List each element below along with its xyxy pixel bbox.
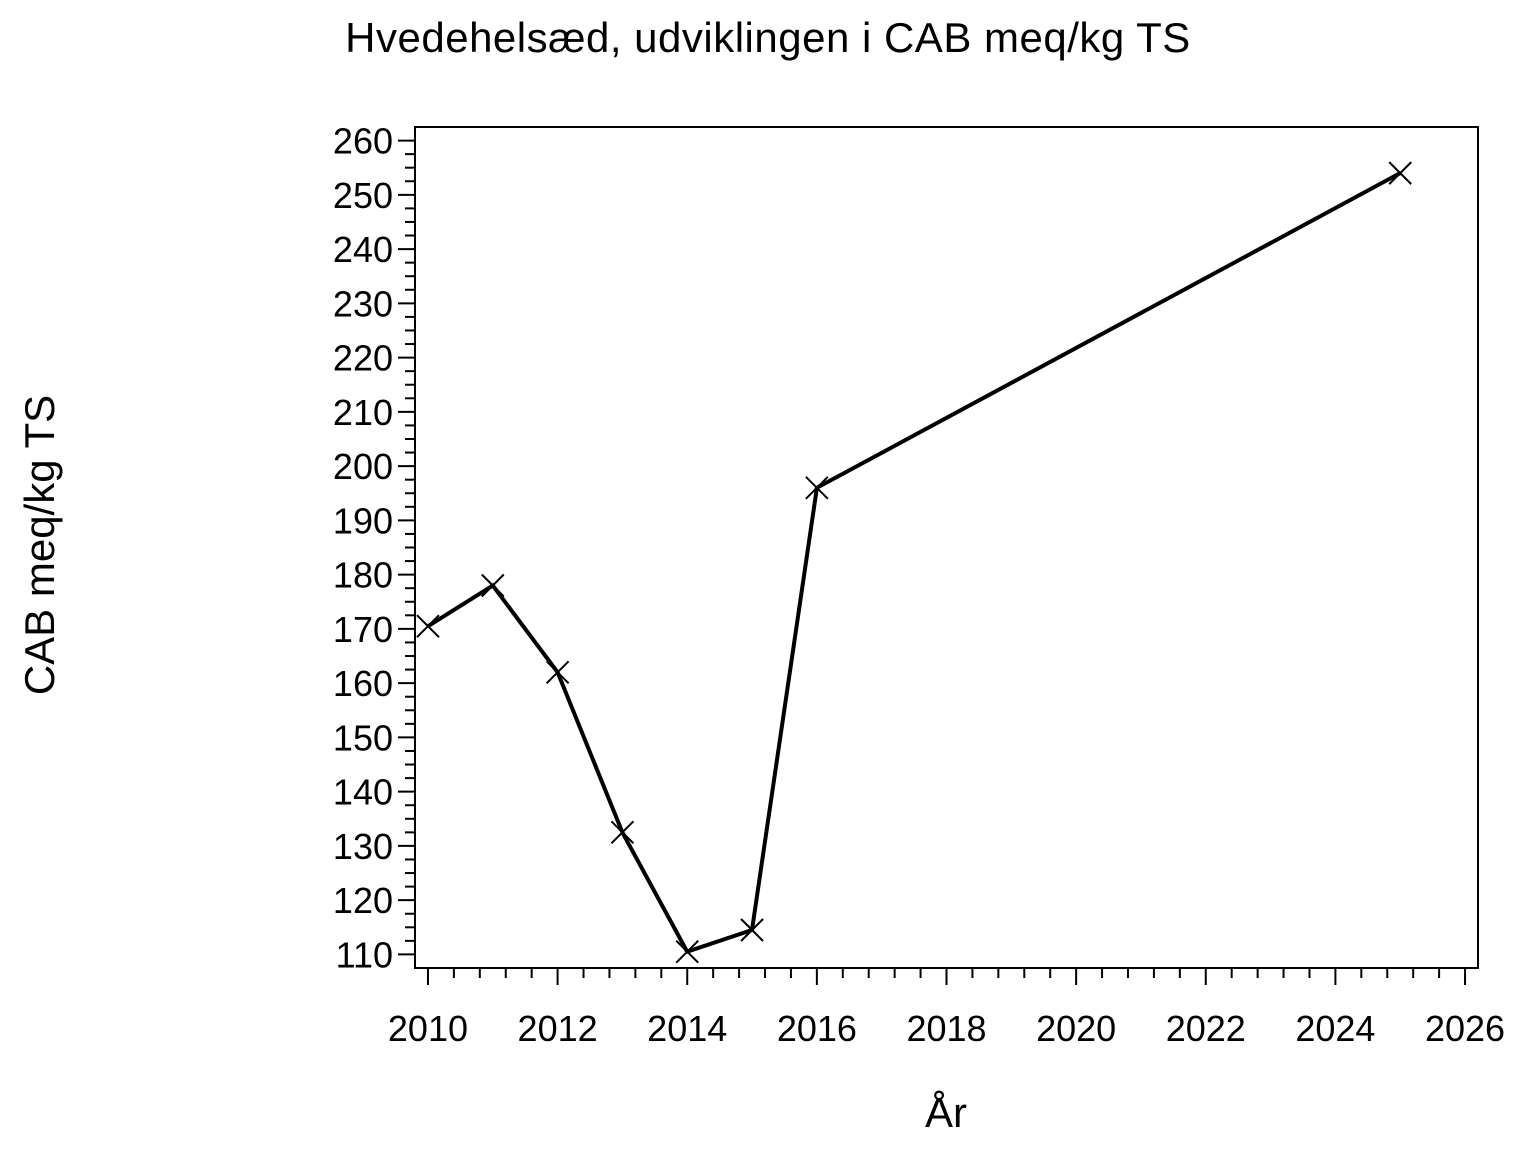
y-axis-tick-label: 140 [333, 772, 393, 813]
data-point-marker [675, 940, 699, 964]
y-axis-tick-label: 190 [333, 500, 393, 541]
y-axis-tick-label: 230 [333, 283, 393, 324]
y-axis-tick-label: 120 [333, 880, 393, 921]
y-axis-label: CAB meq/kg TS [16, 395, 63, 695]
y-axis-tick-label: 210 [333, 392, 393, 433]
data-point-marker [610, 820, 635, 845]
x-axis-tick-label: 2022 [1166, 1008, 1246, 1049]
data-point-marker [1388, 161, 1412, 185]
x-axis-tick-label: 2024 [1295, 1008, 1375, 1049]
data-point-marker [545, 660, 570, 685]
y-axis-tick-label: 110 [336, 934, 393, 975]
data-point-marker [740, 918, 764, 942]
x-axis-tick-label: 2026 [1425, 1008, 1505, 1049]
data-point-marker [416, 614, 440, 638]
y-axis-tick-label: 180 [333, 555, 393, 596]
x-axis-tick-label: 2010 [388, 1008, 468, 1049]
x-axis-tick-label: 2016 [777, 1008, 857, 1049]
y-axis-tick-label: 170 [333, 609, 393, 650]
x-axis-tick-label: 2018 [906, 1008, 986, 1049]
chart-title: Hvedehelsæd, udviklingen i CAB meq/kg TS [345, 14, 1191, 61]
data-series-line [426, 171, 1402, 955]
x-axis-tick-label: 2014 [647, 1008, 727, 1049]
y-axis-tick-label: 130 [333, 826, 393, 867]
data-point-marker [805, 476, 829, 500]
x-axis-label: År [925, 1089, 967, 1136]
y-axis-tick-label: 250 [333, 175, 393, 216]
plot-area: 110 120 130 140 150 160 170 180 190 200 210 220 230 2… [333, 121, 1505, 1049]
x-axis-tick-label: 2020 [1036, 1008, 1116, 1049]
y-axis-tick-label: 200 [333, 446, 393, 487]
y-axis-tick-label: 240 [333, 229, 393, 270]
y-axis-tick-label: 160 [333, 663, 393, 704]
data-point-marker [481, 573, 505, 598]
y-axis-tick-label: 220 [333, 338, 393, 379]
y-axis-tick-label: 150 [333, 717, 393, 758]
plot-frame [414, 126, 1479, 969]
x-axis-tick-label: 2012 [518, 1008, 598, 1049]
y-axis-tick-label: 260 [333, 121, 393, 162]
